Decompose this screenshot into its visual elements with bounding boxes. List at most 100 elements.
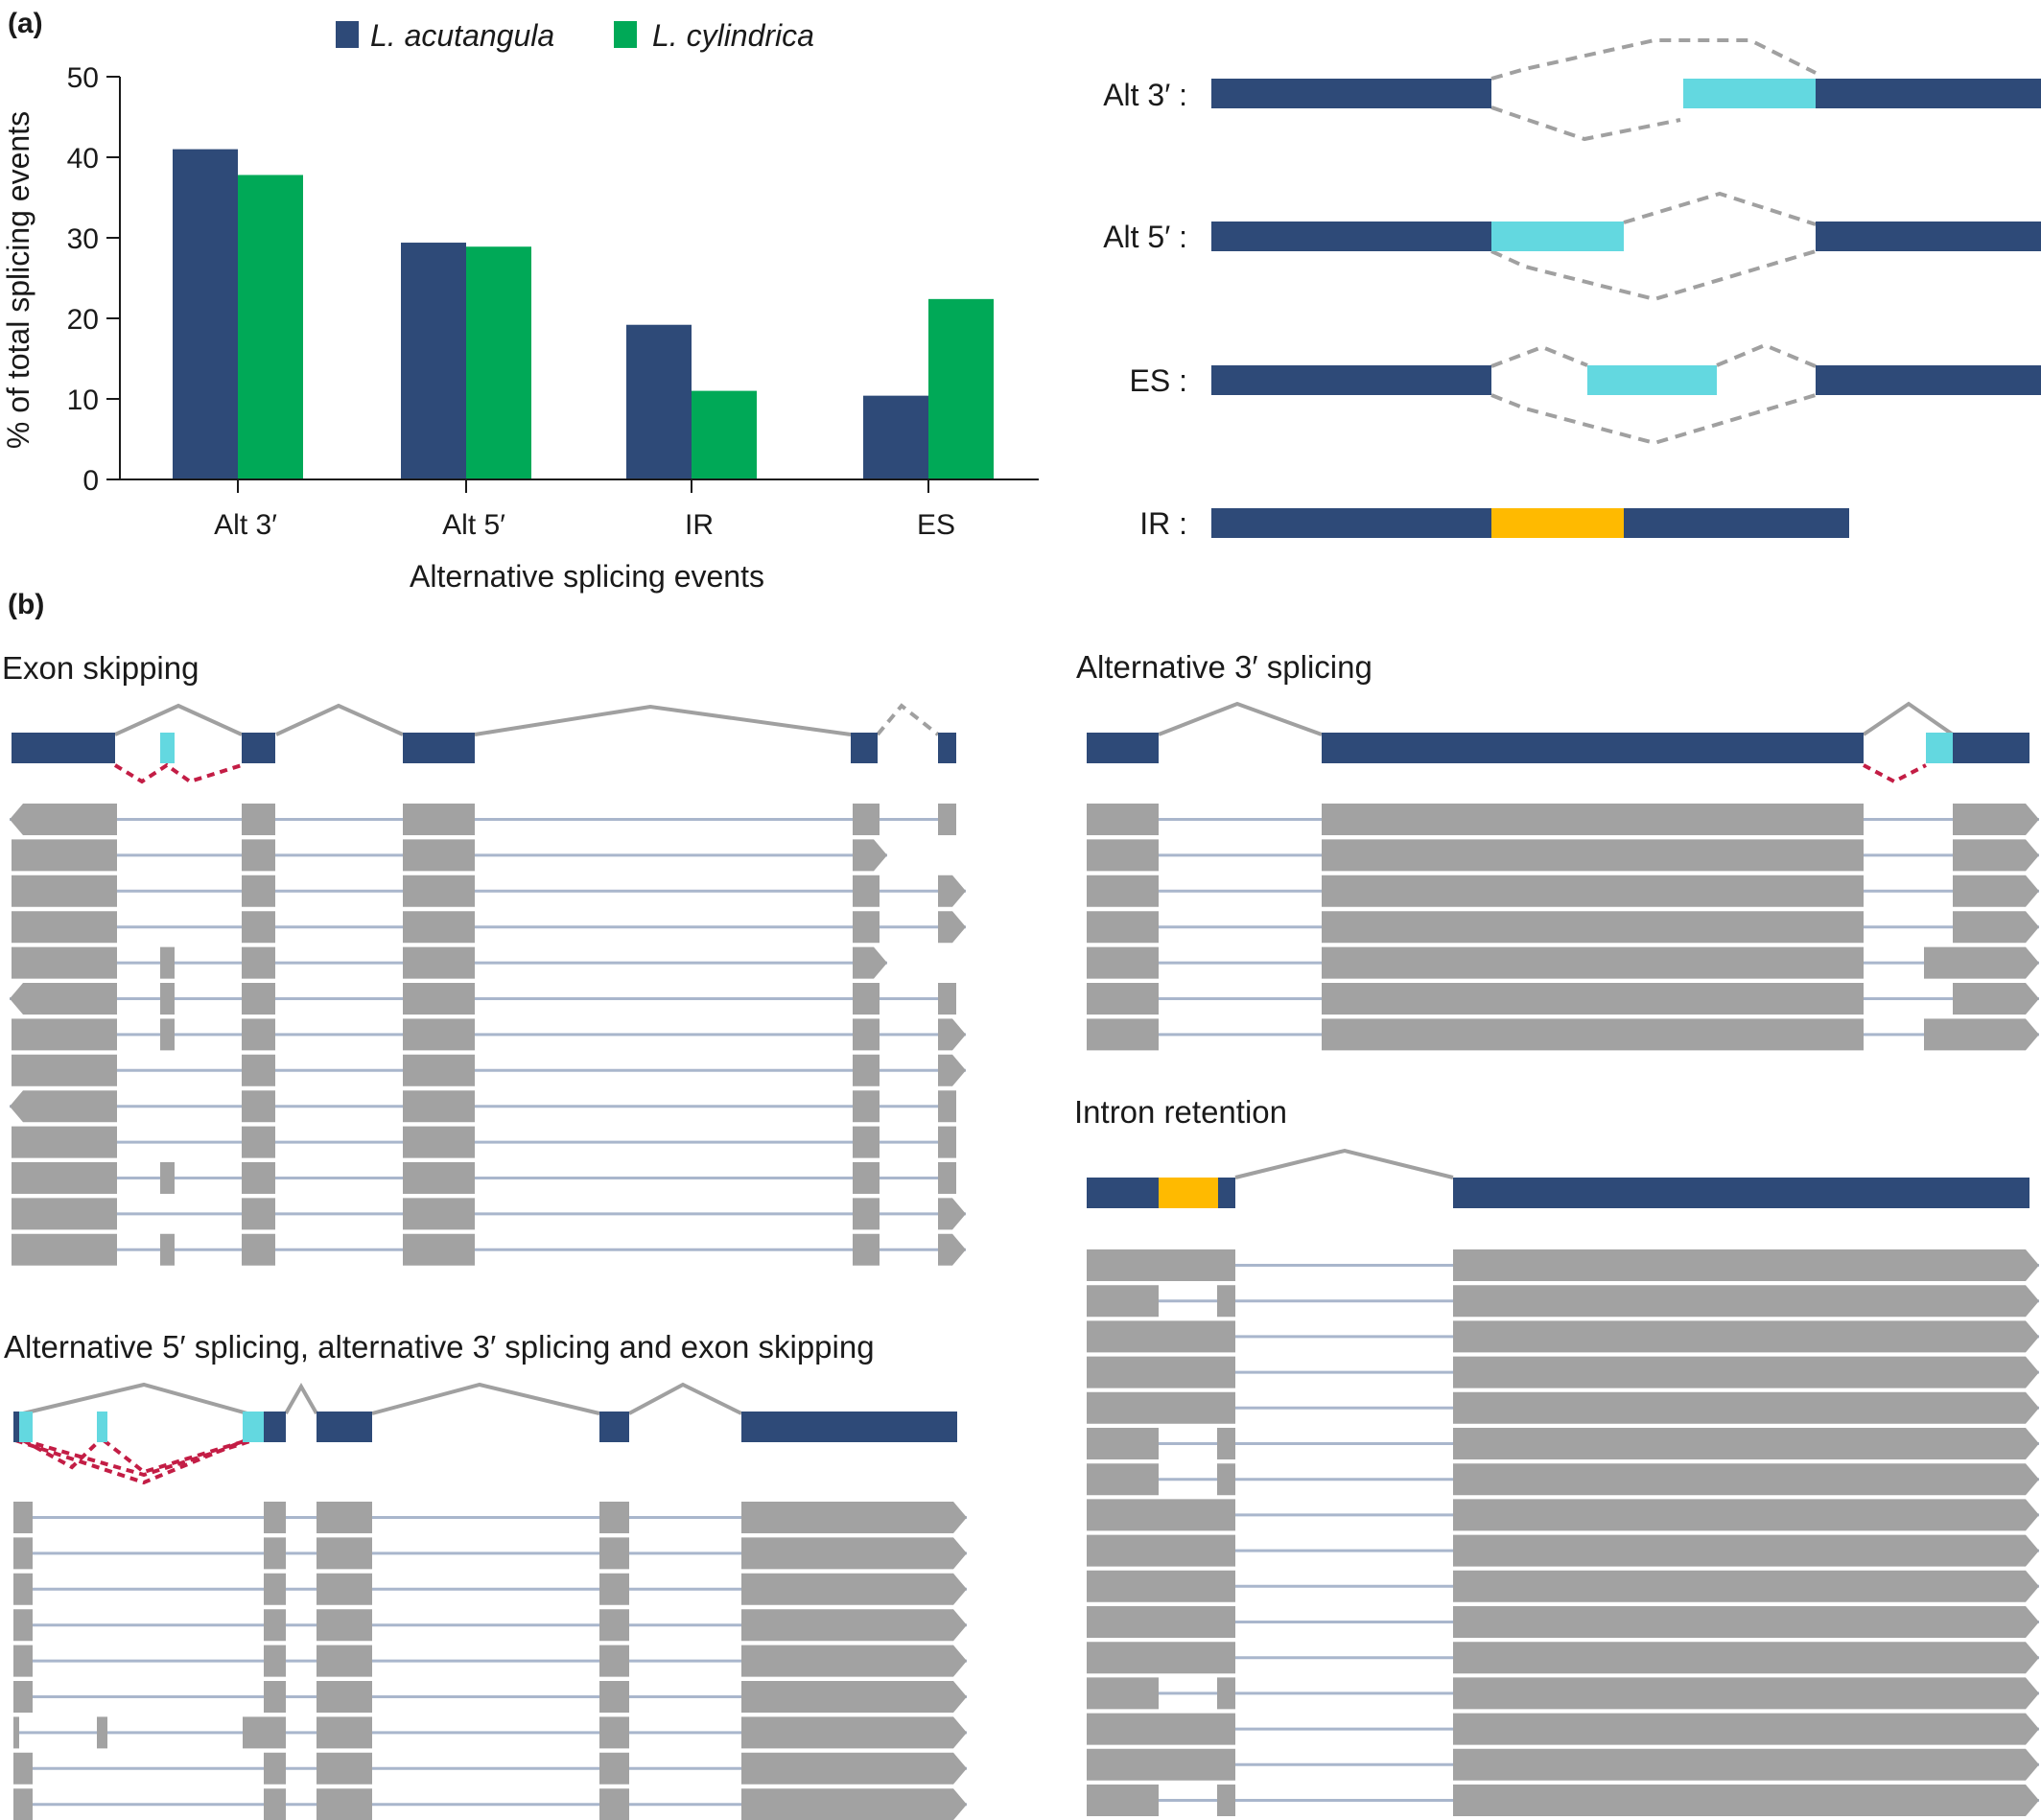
- transcript-exon: [1453, 1249, 2039, 1281]
- transcript-exon: [160, 983, 175, 1015]
- transcript-exon: [264, 1645, 286, 1677]
- combined-transcripts: [13, 1502, 967, 1820]
- transcript-exon: [853, 1054, 880, 1086]
- transcript-exon: [1953, 911, 2039, 944]
- alternative-region: [160, 733, 175, 763]
- transcript-exon: [853, 839, 887, 872]
- transcript-exon: [317, 1681, 372, 1713]
- transcript-exon: [853, 911, 880, 944]
- transcript-exon: [1087, 1463, 1159, 1496]
- transcript-exon: [403, 1162, 475, 1194]
- transcript-exon: [741, 1573, 967, 1605]
- alternative-junction: [113, 762, 243, 784]
- bar-cylindrica: [928, 298, 994, 479]
- transcript-exon: [264, 1573, 286, 1605]
- exon: [851, 733, 878, 763]
- transcript-exon: [10, 804, 117, 835]
- bar-chart: 0 10 20 30 40 50 Alt 3′ Alt 5′ IR ES Alternative…: [1, 18, 1039, 594]
- x-axis-label: Alternative splicing events: [410, 559, 764, 594]
- transcript-exon: [741, 1609, 967, 1642]
- transcript-exon: [1087, 875, 1159, 907]
- event-ir-diagram: [1211, 508, 1849, 538]
- transcript-exon: [13, 1609, 33, 1642]
- transcript-exon: [403, 875, 475, 907]
- transcript-exon: [13, 1573, 33, 1605]
- es-junction-right: [1716, 342, 1817, 368]
- transcript-exon: [12, 1126, 117, 1158]
- transcript-exon: [1087, 911, 1159, 944]
- transcript-exon: [403, 804, 475, 835]
- transcript-exon: [242, 1018, 275, 1051]
- transcript-exon: [12, 839, 117, 872]
- transcript-exon: [853, 1198, 880, 1230]
- exon: [1218, 1178, 1235, 1208]
- transcript-exon: [741, 1502, 967, 1533]
- intron-retention-junctions: [1234, 1148, 1454, 1179]
- alt5-junction-upper: [1623, 191, 1817, 226]
- transcript-exon: [1322, 911, 1864, 944]
- transcript-exon: [1217, 1463, 1235, 1496]
- transcript-exon: [1453, 1320, 2039, 1353]
- transcript-exon: [741, 1788, 967, 1820]
- transcript-exon: [1453, 1606, 2039, 1638]
- y-tick-label: 20: [67, 304, 99, 336]
- transcript-exon: [403, 983, 475, 1015]
- legend-swatch-acutangula: [336, 21, 359, 48]
- transcript-exon: [853, 875, 880, 907]
- transcript-exon: [12, 1018, 117, 1051]
- transcript-exon: [1087, 1785, 1159, 1816]
- transcript-exon: [1087, 1642, 1235, 1674]
- splice-junction: [1158, 701, 1323, 736]
- bar-cylindrica: [692, 390, 757, 479]
- transcript-exon: [242, 1198, 275, 1230]
- splice-junction: [628, 1382, 742, 1415]
- transcript-exon: [599, 1537, 629, 1570]
- transcript-exon: [13, 1788, 33, 1820]
- transcript-exon: [160, 1162, 175, 1194]
- transcript-exon: [599, 1645, 629, 1677]
- transcript-exon: [403, 1233, 475, 1266]
- event-label-alt5: Alt 5′ :: [1103, 220, 1187, 254]
- transcript-exon: [1322, 946, 1864, 979]
- transcript-exon: [242, 1090, 275, 1123]
- alt3-junction-upper: [1490, 38, 1817, 81]
- transcript-exon: [1453, 1713, 2039, 1745]
- transcript-exon: [13, 1681, 33, 1713]
- intron-retention-gene-model: [1087, 1178, 2029, 1208]
- transcript-exon: [403, 839, 475, 872]
- transcript-exon: [1087, 1534, 1235, 1567]
- splice-junction: [474, 704, 852, 736]
- transcript-exon: [1453, 1356, 2039, 1388]
- transcript-exon: [938, 804, 956, 835]
- transcript-exon: [264, 1788, 286, 1820]
- transcript-exon: [1087, 1356, 1235, 1388]
- transcript-exon: [1217, 1428, 1235, 1459]
- transcript-exon: [741, 1537, 967, 1570]
- transcript-exon: [938, 1233, 966, 1266]
- es-junction-skip: [1490, 393, 1817, 446]
- y-axis-label: % of total splicing events: [1, 111, 35, 449]
- y-tick-label: 0: [82, 465, 99, 497]
- transcript-exon: [242, 1126, 275, 1158]
- transcript-exon: [853, 1090, 880, 1123]
- transcript-exon: [97, 1716, 107, 1749]
- section-title-exon-skipping: Exon skipping: [2, 650, 199, 686]
- bar-acutangula: [626, 324, 692, 479]
- alternative-region: [1926, 733, 1953, 763]
- transcript-exon: [12, 875, 117, 907]
- alt3-junctions: [1158, 701, 1955, 784]
- transcript-exon: [1087, 983, 1159, 1015]
- transcript-exon: [1087, 1428, 1159, 1459]
- transcript-exon: [1087, 1570, 1235, 1602]
- transcript-exon: [1087, 1249, 1235, 1281]
- event-label-ir: IR :: [1139, 506, 1187, 541]
- transcript-exon: [1322, 839, 1864, 872]
- transcript-exon: [1087, 1320, 1235, 1353]
- transcript-exon: [1453, 1428, 2039, 1459]
- transcript-exon: [12, 946, 117, 979]
- exon: [599, 1412, 629, 1442]
- transcript-exon: [853, 983, 880, 1015]
- y-tick-label: 30: [67, 223, 99, 255]
- x-ticks: Alt 3′ Alt 5′ IR ES: [214, 479, 955, 541]
- transcript-exon: [13, 1752, 33, 1785]
